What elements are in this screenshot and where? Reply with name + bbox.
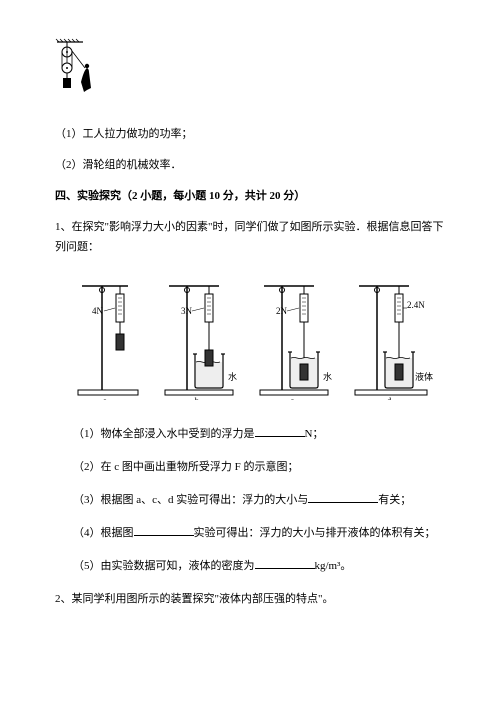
beaker-label-c: 水 bbox=[323, 371, 332, 382]
p1-q5-a: （5）由实验数据可知，液体的密度为 bbox=[73, 560, 255, 572]
p1-q4: （4）根据图 实验可得出：浮力的大小与排开液体的体积有关； bbox=[73, 523, 450, 544]
reading-b: 3N bbox=[181, 306, 193, 316]
label-b: b bbox=[195, 396, 200, 400]
label-a: a bbox=[103, 396, 107, 400]
apparatus-d: 2.4N 液体 d bbox=[349, 280, 433, 400]
apparatus-b: 3N 水 b bbox=[159, 280, 239, 400]
p1-q2: （2）在 c 图中画出重物所受浮力 F 的示意图； bbox=[73, 457, 450, 478]
p1-q1-a: （1）物体全部浸入水中受到的浮力是 bbox=[73, 428, 255, 440]
beaker-label-b: 水 bbox=[228, 371, 237, 382]
reading-c: 2N bbox=[276, 306, 288, 316]
p1-q4-a: （4）根据图 bbox=[73, 527, 134, 539]
problem-1-stem: 1、在探究"影响浮力大小的因素"时，同学们做了如图所示实验．根据信息回答下列问题… bbox=[55, 217, 450, 259]
section-4-heading: 四、实验探究（2 小题，每小题 10 分，共计 20 分） bbox=[55, 186, 450, 207]
apparatus-a: 4N a bbox=[72, 280, 144, 400]
beaker-label-d: 液体 bbox=[415, 371, 433, 382]
apparatus-c: 2N 水 c bbox=[254, 280, 334, 400]
reading-a: 4N bbox=[92, 306, 104, 316]
prev-q2: （2）滑轮组的机械效率． bbox=[55, 155, 450, 176]
p1-q1-b: N； bbox=[305, 428, 324, 440]
p1-q3-b: 有关； bbox=[378, 494, 411, 506]
p1-q3-a: （3）根据图 a、c、d 实验可得出：浮力的大小与 bbox=[73, 494, 308, 506]
label-d: d bbox=[386, 396, 391, 400]
blank-5[interactable] bbox=[255, 557, 315, 569]
pulley-figure bbox=[55, 38, 450, 104]
blank-1[interactable] bbox=[255, 425, 305, 437]
blank-3[interactable] bbox=[308, 491, 378, 503]
p1-q5-b: kg/m³。 bbox=[315, 560, 352, 572]
p1-q3: （3）根据图 a、c、d 实验可得出：浮力的大小与 有关； bbox=[73, 490, 450, 511]
label-c: c bbox=[290, 396, 294, 400]
prev-q1: （1）工人拉力做功的功率； bbox=[55, 124, 450, 145]
p1-q5: （5）由实验数据可知，液体的密度为 kg/m³。 bbox=[73, 556, 450, 577]
problem-2-stem: 2、某同学利用图所示的装置探究"液体内部压强的特点"。 bbox=[55, 589, 450, 610]
blank-4[interactable] bbox=[134, 524, 194, 536]
p1-q1: （1）物体全部浸入水中受到的浮力是 N； bbox=[73, 424, 450, 445]
buoyancy-figure-row: 4N a 3N bbox=[65, 280, 440, 400]
p1-q4-b: 实验可得出：浮力的大小与排开液体的体积有关； bbox=[194, 527, 436, 539]
reading-d: 2.4N bbox=[407, 300, 425, 310]
